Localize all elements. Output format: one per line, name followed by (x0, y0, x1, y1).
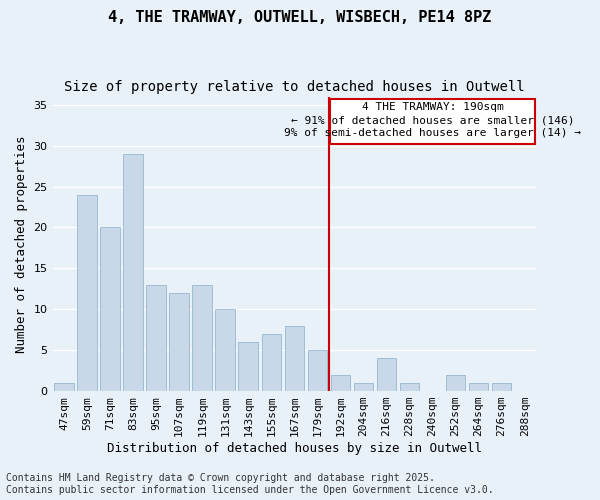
Bar (492, 383, 511, 391)
Bar (146, 284, 166, 391)
Bar (331, 374, 350, 391)
Y-axis label: Number of detached properties: Number of detached properties (15, 135, 28, 352)
Title: Size of property relative to detached houses in Outwell: Size of property relative to detached ho… (64, 80, 524, 94)
Bar (446, 374, 466, 391)
Text: 9% of semi-detached houses are larger (14) →: 9% of semi-detached houses are larger (1… (284, 128, 581, 138)
Bar (169, 293, 189, 391)
Bar (238, 342, 258, 391)
Bar (377, 358, 396, 391)
Text: 4 THE TRAMWAY: 190sqm: 4 THE TRAMWAY: 190sqm (362, 102, 503, 113)
Bar (77, 194, 97, 391)
Text: 4, THE TRAMWAY, OUTWELL, WISBECH, PE14 8PZ: 4, THE TRAMWAY, OUTWELL, WISBECH, PE14 8… (109, 10, 491, 25)
Bar (124, 154, 143, 391)
Bar (353, 383, 373, 391)
Text: ← 91% of detached houses are smaller (146): ← 91% of detached houses are smaller (14… (291, 116, 574, 126)
Bar (469, 383, 488, 391)
Bar (284, 326, 304, 391)
FancyBboxPatch shape (330, 98, 535, 144)
Bar (100, 228, 120, 391)
Bar (262, 334, 281, 391)
Text: Contains HM Land Registry data © Crown copyright and database right 2025.
Contai: Contains HM Land Registry data © Crown c… (6, 474, 494, 495)
X-axis label: Distribution of detached houses by size in Outwell: Distribution of detached houses by size … (107, 442, 482, 455)
Bar (400, 383, 419, 391)
Bar (215, 310, 235, 391)
Bar (193, 284, 212, 391)
Bar (54, 383, 74, 391)
Bar (308, 350, 327, 391)
